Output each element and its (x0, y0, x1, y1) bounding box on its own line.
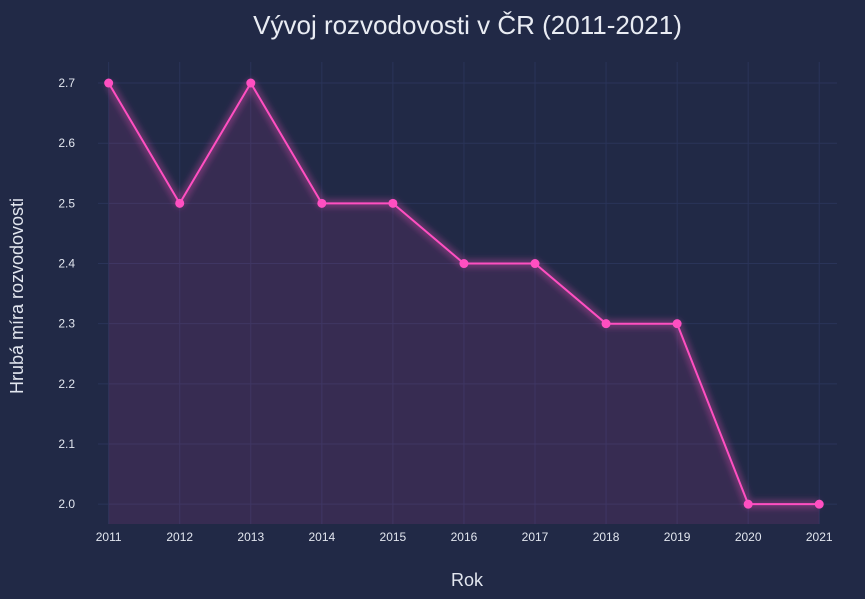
data-point (530, 259, 540, 269)
y-tick-label: 2.1 (58, 437, 75, 451)
x-tick-label: 2015 (380, 530, 407, 544)
data-point (175, 198, 185, 208)
data-point (459, 259, 469, 269)
x-tick-label: 2014 (308, 530, 335, 544)
x-tick-label: 2016 (451, 530, 478, 544)
chart-title: Vývoj rozvodovosti v ČR (2011-2021) (253, 10, 682, 40)
x-tick-label: 2013 (237, 530, 264, 544)
y-axis-label: Hrubá míra rozvodovosti (7, 198, 27, 394)
x-tick-label: 2018 (593, 530, 620, 544)
grid-layer (98, 62, 837, 524)
data-point (246, 78, 256, 88)
y-tick-label: 2.5 (58, 196, 75, 210)
x-tick-label: 2019 (664, 530, 691, 544)
area-layer (108, 83, 820, 524)
x-tick-label: 2012 (166, 530, 193, 544)
data-point (814, 499, 824, 509)
data-point (104, 78, 114, 88)
x-tick-label: 2020 (735, 530, 762, 544)
data-point (317, 198, 327, 208)
x-tick-label: 2021 (806, 530, 833, 544)
y-tick-label: 2.7 (58, 76, 75, 90)
y-tick-label: 2.0 (58, 497, 75, 511)
data-point (743, 499, 753, 509)
y-tick-label: 2.2 (58, 377, 75, 391)
data-point (388, 198, 398, 208)
x-tick-label: 2011 (96, 530, 122, 544)
x-tick-label: 2017 (522, 530, 549, 544)
tick-layer: 2011 2012 2013 2014 2015 2016 2017 2018 2019 2020… (58, 76, 833, 544)
y-tick-label: 2.4 (58, 257, 75, 271)
point-layer (104, 78, 824, 509)
x-axis-label: Rok (451, 570, 484, 590)
data-point (601, 319, 611, 329)
y-tick-label: 2.3 (58, 317, 75, 331)
series-area (108, 83, 820, 524)
y-tick-label: 2.6 (58, 136, 75, 150)
data-point (672, 319, 682, 329)
